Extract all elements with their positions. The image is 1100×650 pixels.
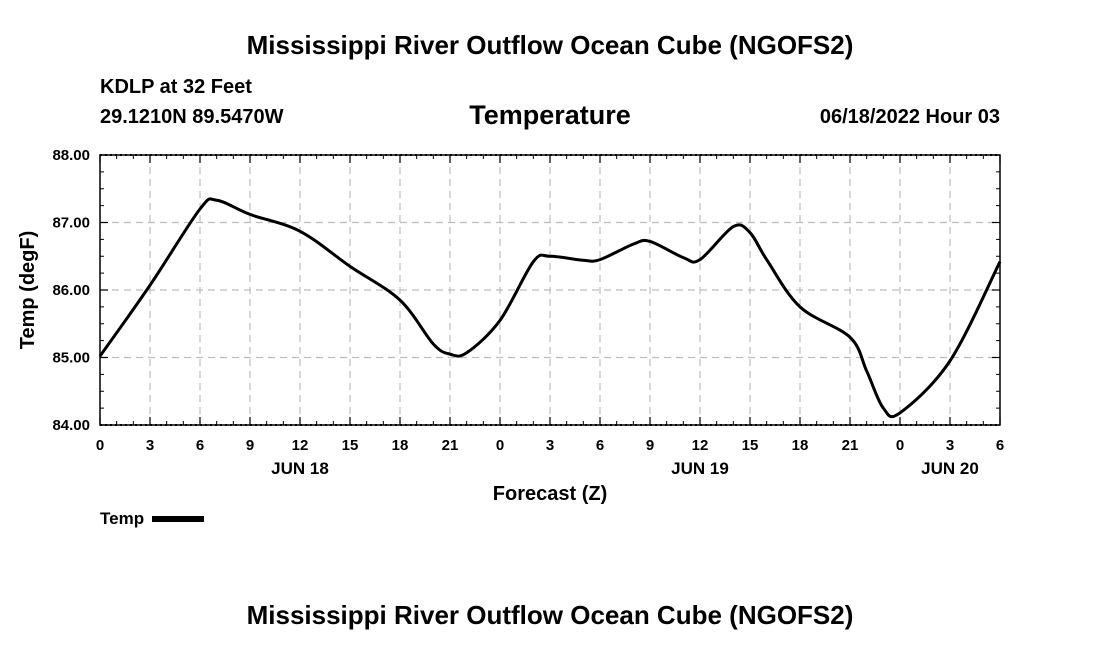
axes: 0 3 6 9 12 15 18 21 0 3 6 9 12 15 18 21 0 3 6 84.00 85.00 86.…	[52, 147, 1004, 478]
x-tick-label: 0	[96, 437, 104, 454]
y-tick-label: 84.00	[52, 417, 90, 434]
x-tick-label: 9	[646, 437, 654, 454]
y-tick-label: 85.00	[52, 350, 90, 367]
x-tick-label: 15	[742, 437, 759, 454]
footer-title: Mississippi River Outflow Ocean Cube (NG…	[246, 600, 854, 630]
x-tick-label: 21	[842, 437, 859, 454]
date-label: JUN 20	[921, 459, 979, 478]
y-tick-label: 87.00	[52, 215, 90, 232]
x-tick-label: 18	[392, 437, 409, 454]
y-tick-label: 86.00	[52, 282, 90, 299]
x-tick-label: 3	[946, 437, 954, 454]
x-tick-label: 6	[196, 437, 204, 454]
y-tick-label: 88.00	[52, 147, 90, 164]
y-axis-label: Temp (degF)	[17, 231, 39, 350]
x-tick-label: 9	[246, 437, 254, 454]
series-layer	[98, 197, 1002, 419]
date-label: JUN 19	[671, 459, 729, 478]
temp-series-line	[98, 197, 1002, 419]
station-coordinates: 29.1210N 89.5470W	[100, 106, 284, 128]
x-tick-label: 3	[546, 437, 554, 454]
forecast-datetime: 06/18/2022 Hour 03	[819, 106, 1000, 128]
legend-label: Temp	[100, 509, 145, 528]
station-label: KDLP at 32 Feet	[100, 76, 252, 98]
x-tick-label: 21	[442, 437, 459, 454]
x-tick-label: 6	[596, 437, 604, 454]
x-axis-label: Forecast (Z)	[493, 483, 607, 505]
x-tick-label: 18	[792, 437, 809, 454]
grid-lines	[100, 155, 1000, 425]
date-label: JUN 18	[271, 459, 329, 478]
x-tick-label: 12	[692, 437, 709, 454]
x-tick-label: 3	[146, 437, 154, 454]
x-tick-label: 12	[292, 437, 309, 454]
x-tick-label: 6	[996, 437, 1004, 454]
chart-title: Mississippi River Outflow Ocean Cube (NG…	[246, 30, 854, 60]
x-tick-label: 15	[342, 437, 359, 454]
x-tick-label: 0	[496, 437, 504, 454]
legend: Temp	[100, 509, 205, 529]
x-tick-label: 0	[896, 437, 904, 454]
chart-subtitle: Temperature	[469, 100, 631, 130]
legend-swatch	[152, 516, 205, 522]
